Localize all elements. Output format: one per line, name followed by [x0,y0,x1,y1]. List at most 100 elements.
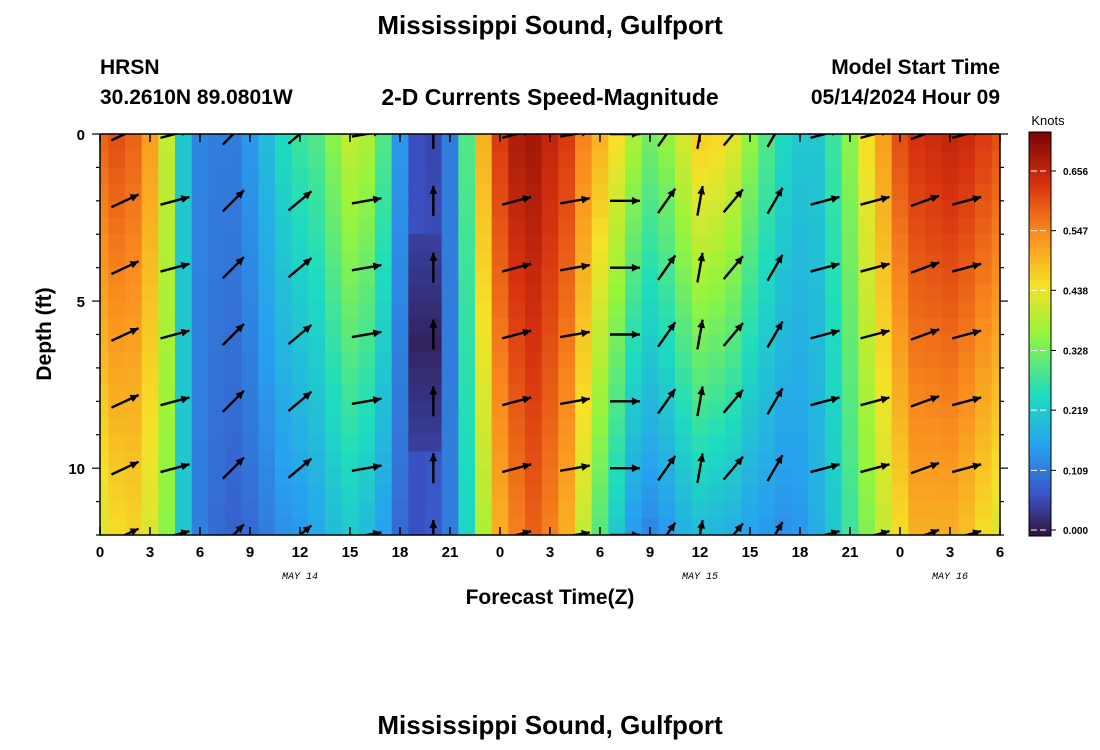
y-tick-labels: 0 5 10 [68,127,85,478]
heatmap-cell [608,401,626,419]
current-vector [810,262,840,273]
current-vector [657,388,677,415]
heatmap-cell [791,234,809,252]
heatmap-cell [741,468,759,486]
heatmap-cell [441,301,459,319]
heatmap-cell [608,134,626,152]
heatmap-cell [458,401,476,419]
heatmap-cell [275,384,293,402]
heatmap-cell [825,418,843,436]
current-vector [731,522,744,535]
heatmap-cell [625,234,643,252]
heatmap-cell [958,284,976,302]
heatmap-cell [725,367,743,386]
heatmap-cell [575,234,593,252]
heatmap-cell [125,468,143,486]
heatmap-cell [891,401,909,419]
heatmap-cell [875,401,893,419]
current-vector [610,263,640,272]
heatmap-cell [391,518,409,535]
heatmap-cell [625,184,643,202]
heatmap-cell [441,334,459,352]
heatmap-cell [841,167,859,185]
heatmap-cell [208,217,226,235]
colorbar-tick-label: 0.328 [1063,347,1088,358]
current-vector [722,255,744,280]
current-vector [722,134,735,147]
heatmap-cell [458,384,476,402]
heatmap-cell [625,367,643,386]
heatmap-cell [408,301,426,319]
heatmap-cell [775,167,793,185]
heatmap-cell [291,234,309,252]
heatmap-cell [608,367,626,386]
heatmap-cell [508,200,526,219]
heatmap-cell [425,501,443,519]
heatmap-cell [208,468,226,486]
heatmap-cell [641,401,659,419]
heatmap-cell [475,351,493,369]
heatmap-cell [275,217,293,235]
heatmap-cell [708,184,726,202]
heatmap-cell [275,518,293,535]
current-vector [810,395,840,407]
heatmap-cell [841,234,859,252]
heatmap-cell [625,217,643,235]
heatmap-cell [725,301,743,319]
heatmap-cell [941,518,959,535]
heatmap-cell [108,217,126,235]
heatmap-cell [308,351,326,369]
heatmap-cell [541,317,559,336]
heatmap-cell [100,418,109,436]
heatmap-cell [541,484,559,503]
heatmap-cell [325,184,343,202]
heatmap-cell [608,418,626,436]
heatmap-cell [958,134,976,152]
heatmap-cell [441,150,459,169]
heatmap-cell [525,351,543,369]
heatmap-cell [591,334,609,352]
heatmap-cell [241,518,259,535]
heatmap-cell [391,468,409,486]
heatmap-cell [858,434,876,453]
heatmap-cell [391,317,409,336]
heatmap-cell [741,317,759,336]
current-vector [429,252,438,283]
speed-field [100,134,1000,535]
heatmap-cell [108,384,126,402]
heatmap-cell [158,250,176,269]
heatmap-cell [758,317,776,336]
heatmap-cell [208,317,226,336]
heatmap-cell [791,384,809,402]
heatmap-cell [725,234,743,252]
heatmap-cell [991,484,1000,503]
heatmap-cell [441,167,459,185]
heatmap-cell [558,301,576,319]
heatmap-cell [708,401,726,419]
colorbar-tick-label: 0.109 [1063,466,1088,477]
heatmap-cell [275,250,293,269]
heatmap-cell [908,284,926,302]
heatmap-cell [258,167,276,185]
current-vector [951,328,982,340]
heatmap-cell [891,484,909,503]
heatmap-cell [958,200,976,219]
heatmap-cell [458,234,476,252]
current-vector [287,457,313,479]
heatmap-cell [475,250,493,269]
heatmap-cell [841,501,859,519]
heatmap-cell [341,267,359,285]
heatmap-cell [908,217,926,235]
heatmap-cell [308,434,326,453]
heatmap-cell [141,451,159,469]
heatmap-cell [658,217,676,235]
heatmap-cell [841,401,859,419]
current-vector [951,395,982,407]
heatmap-cell [591,267,609,285]
heatmap-cell [100,284,109,302]
heatmap-cell [691,267,709,285]
heatmap-cell [325,484,343,503]
heatmap-cell [375,468,393,486]
heatmap-cell [441,250,459,269]
heatmap-cell [908,384,926,402]
